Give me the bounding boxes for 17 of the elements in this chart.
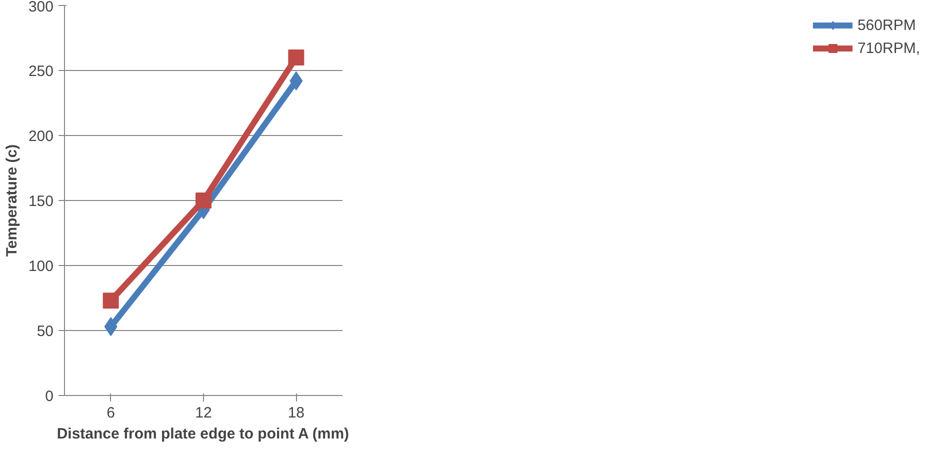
y-tick-label: 50 [36,323,54,340]
y-tick-label: 200 [28,128,54,145]
y-tick-label: 300 [28,0,54,16]
y-tick-label: 250 [28,63,54,80]
point [288,50,304,66]
legend-label: 710RPM, [857,40,920,56]
y-tick-label: 0 [45,388,54,405]
legend-label: 560RPM [857,16,916,34]
point [196,192,212,208]
x-axis-title: Distance from plate edge to point A (mm) [56,426,350,442]
y-axis-title: Temperature (c) [3,144,20,257]
point [102,292,119,309]
x-tick-label: 18 [288,404,305,422]
y-tick-label: 150 [28,193,54,210]
x-tick-label: 12 [195,404,212,422]
x-tick-label: 6 [106,404,116,422]
y-tick-label: 100 [28,258,54,275]
